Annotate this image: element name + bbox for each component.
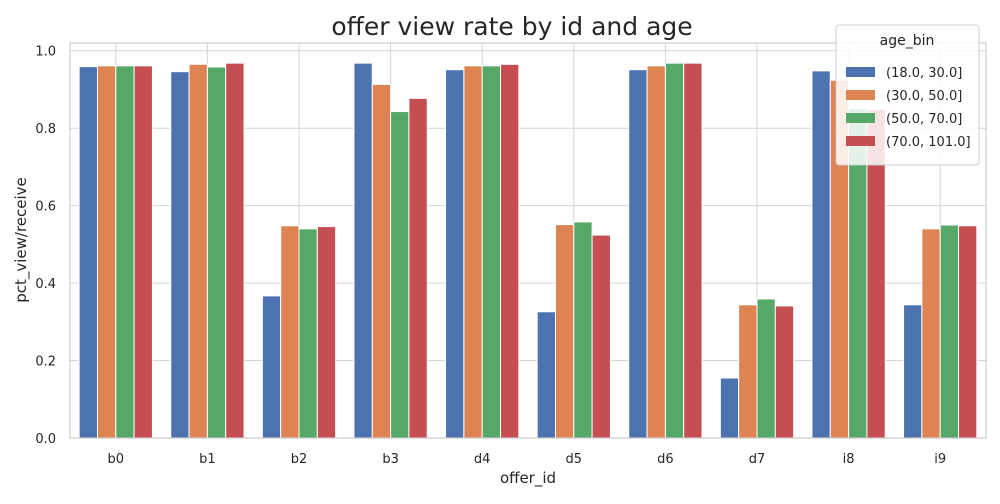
bar-b3-series-2	[390, 111, 410, 439]
legend-frame	[835, 24, 980, 166]
bar-b3-series-3	[408, 97, 428, 439]
bar-i9-series-0	[903, 304, 923, 439]
x-tick-label: d7	[749, 452, 766, 467]
bar-d4-series-0	[445, 69, 465, 439]
bar-i9-series-1	[921, 228, 941, 439]
legend-items: (18.0, 30.0] (30.0, 50.0] (50.0, 70.0] (70.…	[846, 66, 971, 150]
bar-b0-series-2	[115, 65, 135, 439]
bar-d6-series-0	[628, 69, 648, 439]
bar-b1-series-2	[206, 66, 227, 439]
y-tick-label: 0.2	[35, 355, 56, 370]
legend-swatch	[846, 90, 875, 100]
x-tick-label: b2	[291, 452, 308, 467]
x-axis-label: offer_id	[500, 469, 556, 488]
bar-b1-series-3	[225, 62, 245, 439]
bar-d5-series-0	[536, 311, 556, 439]
bar-b2-series-3	[316, 226, 337, 439]
bar-d6-series-3	[683, 62, 703, 439]
bar-d5-series-3	[591, 234, 611, 439]
bar-d7-series-3	[774, 305, 795, 439]
x-tick-label: i8	[843, 452, 855, 467]
bar-b3-series-0	[353, 62, 373, 439]
x-tick-label: d4	[474, 452, 491, 467]
legend-label: (18.0, 30.0]	[886, 66, 962, 81]
chart-title: offer view rate by id and age	[331, 12, 692, 41]
bar-i9-series-3	[958, 225, 978, 439]
y-tick-label: 0.4	[35, 277, 56, 292]
x-tick-label: b3	[382, 452, 399, 467]
x-tick-label: b0	[108, 452, 125, 467]
x-tick-label: d6	[657, 452, 674, 467]
bar-b2-series-1	[280, 225, 300, 439]
bar-d4-series-3	[500, 63, 520, 439]
x-tick-label: i9	[934, 452, 946, 467]
legend-swatch	[846, 67, 875, 77]
y-tick-label: 1.0	[35, 45, 56, 60]
bar-d6-series-2	[664, 62, 685, 439]
bar-b0-series-3	[133, 65, 153, 439]
legend-swatch	[846, 136, 875, 146]
legend-title: age_bin	[880, 33, 935, 49]
bar-b0-series-1	[96, 65, 117, 439]
bar-b0-series-0	[78, 66, 98, 439]
bar-d5-series-2	[573, 221, 593, 439]
bar-i8-series-0	[811, 70, 831, 439]
legend-swatch	[846, 113, 875, 123]
bar-d7-series-0	[719, 377, 740, 439]
bars	[78, 62, 978, 439]
bar-d7-series-2	[756, 298, 776, 439]
bar-d4-series-1	[463, 65, 483, 439]
legend-label: (30.0, 50.0]	[886, 89, 962, 104]
bar-d5-series-1	[554, 224, 575, 439]
bar-i9-series-2	[939, 224, 960, 439]
legend-label: (50.0, 70.0]	[886, 112, 962, 127]
x-tick-labels: b0 b1 b2 b3 d4 d5 d6 d7 i8 i9	[108, 452, 947, 467]
plot-frame	[69, 42, 987, 439]
y-tick-label: 0.0	[35, 432, 56, 447]
y-tick-label: 0.6	[35, 200, 56, 215]
y-axis-label: pct_view/receive	[12, 177, 31, 303]
bar-d7-series-1	[738, 304, 758, 439]
x-tick-label: b1	[199, 452, 216, 467]
bar-b3-series-1	[371, 83, 392, 439]
bar-d6-series-1	[646, 65, 666, 439]
y-tick-labels: 0.0 0.2 0.4 0.6 0.8 1.0	[35, 45, 56, 447]
x-tick-label: d5	[566, 452, 583, 467]
bar-b2-series-0	[261, 295, 282, 439]
y-tick-label: 0.8	[35, 122, 56, 137]
legend: age_bin (18.0, 30.0] (30.0, 50.0] (50.0, 7…	[835, 24, 980, 166]
bar-b1-series-0	[170, 71, 190, 439]
bar-d4-series-2	[481, 65, 502, 439]
bar-b2-series-2	[298, 228, 318, 439]
bar-b1-series-1	[188, 63, 208, 439]
legend-label: (70.0, 101.0]	[886, 135, 971, 150]
